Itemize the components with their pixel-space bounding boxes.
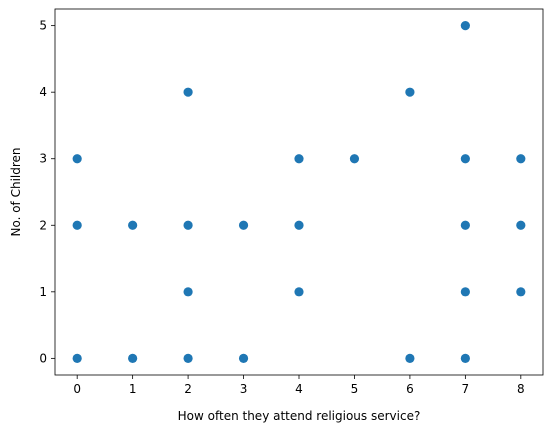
data-point (128, 220, 138, 230)
data-point (516, 220, 526, 230)
data-point (405, 353, 415, 363)
data-point (460, 21, 470, 31)
data-point (516, 154, 526, 164)
data-point (183, 353, 193, 363)
data-point (294, 220, 304, 230)
y-tick-label: 4 (39, 85, 47, 99)
x-tick-label: 6 (406, 382, 414, 396)
data-point (460, 353, 470, 363)
y-tick-label: 3 (39, 152, 47, 166)
x-tick-label: 2 (184, 382, 192, 396)
data-point (294, 287, 304, 297)
plot-frame (54, 8, 544, 376)
data-point (405, 87, 415, 97)
data-point (72, 220, 82, 230)
x-axis-label: How often they attend religious service? (178, 409, 421, 423)
data-point (349, 154, 360, 164)
data-point (238, 220, 249, 230)
data-point (516, 287, 526, 297)
x-tick-label: 0 (73, 382, 81, 396)
y-tick-label: 0 (39, 351, 47, 365)
data-point (183, 87, 193, 97)
y-tick-label: 5 (39, 19, 47, 33)
y-axis-ticks: 0 1 2 3 4 5 (39, 19, 55, 365)
data-point (460, 287, 470, 297)
x-tick-label: 3 (240, 382, 248, 396)
data-point (128, 353, 138, 363)
data-point (294, 154, 304, 164)
data-point (238, 353, 249, 363)
x-tick-label: 1 (129, 382, 137, 396)
points-layer (72, 21, 526, 363)
data-point (183, 287, 193, 297)
y-tick-label: 2 (39, 218, 47, 232)
x-axis-ticks: 0 1 2 3 4 5 6 7 8 (73, 375, 525, 396)
data-point (72, 154, 82, 164)
data-point (72, 353, 82, 363)
x-tick-label: 5 (351, 382, 359, 396)
data-point (460, 220, 470, 230)
y-axis-label: No. of Children (9, 147, 23, 236)
x-tick-label: 7 (462, 382, 470, 396)
x-tick-label: 4 (295, 382, 303, 396)
y-tick-label: 1 (39, 285, 47, 299)
x-tick-label: 8 (517, 382, 525, 396)
data-point (460, 154, 470, 164)
data-point (183, 220, 193, 230)
